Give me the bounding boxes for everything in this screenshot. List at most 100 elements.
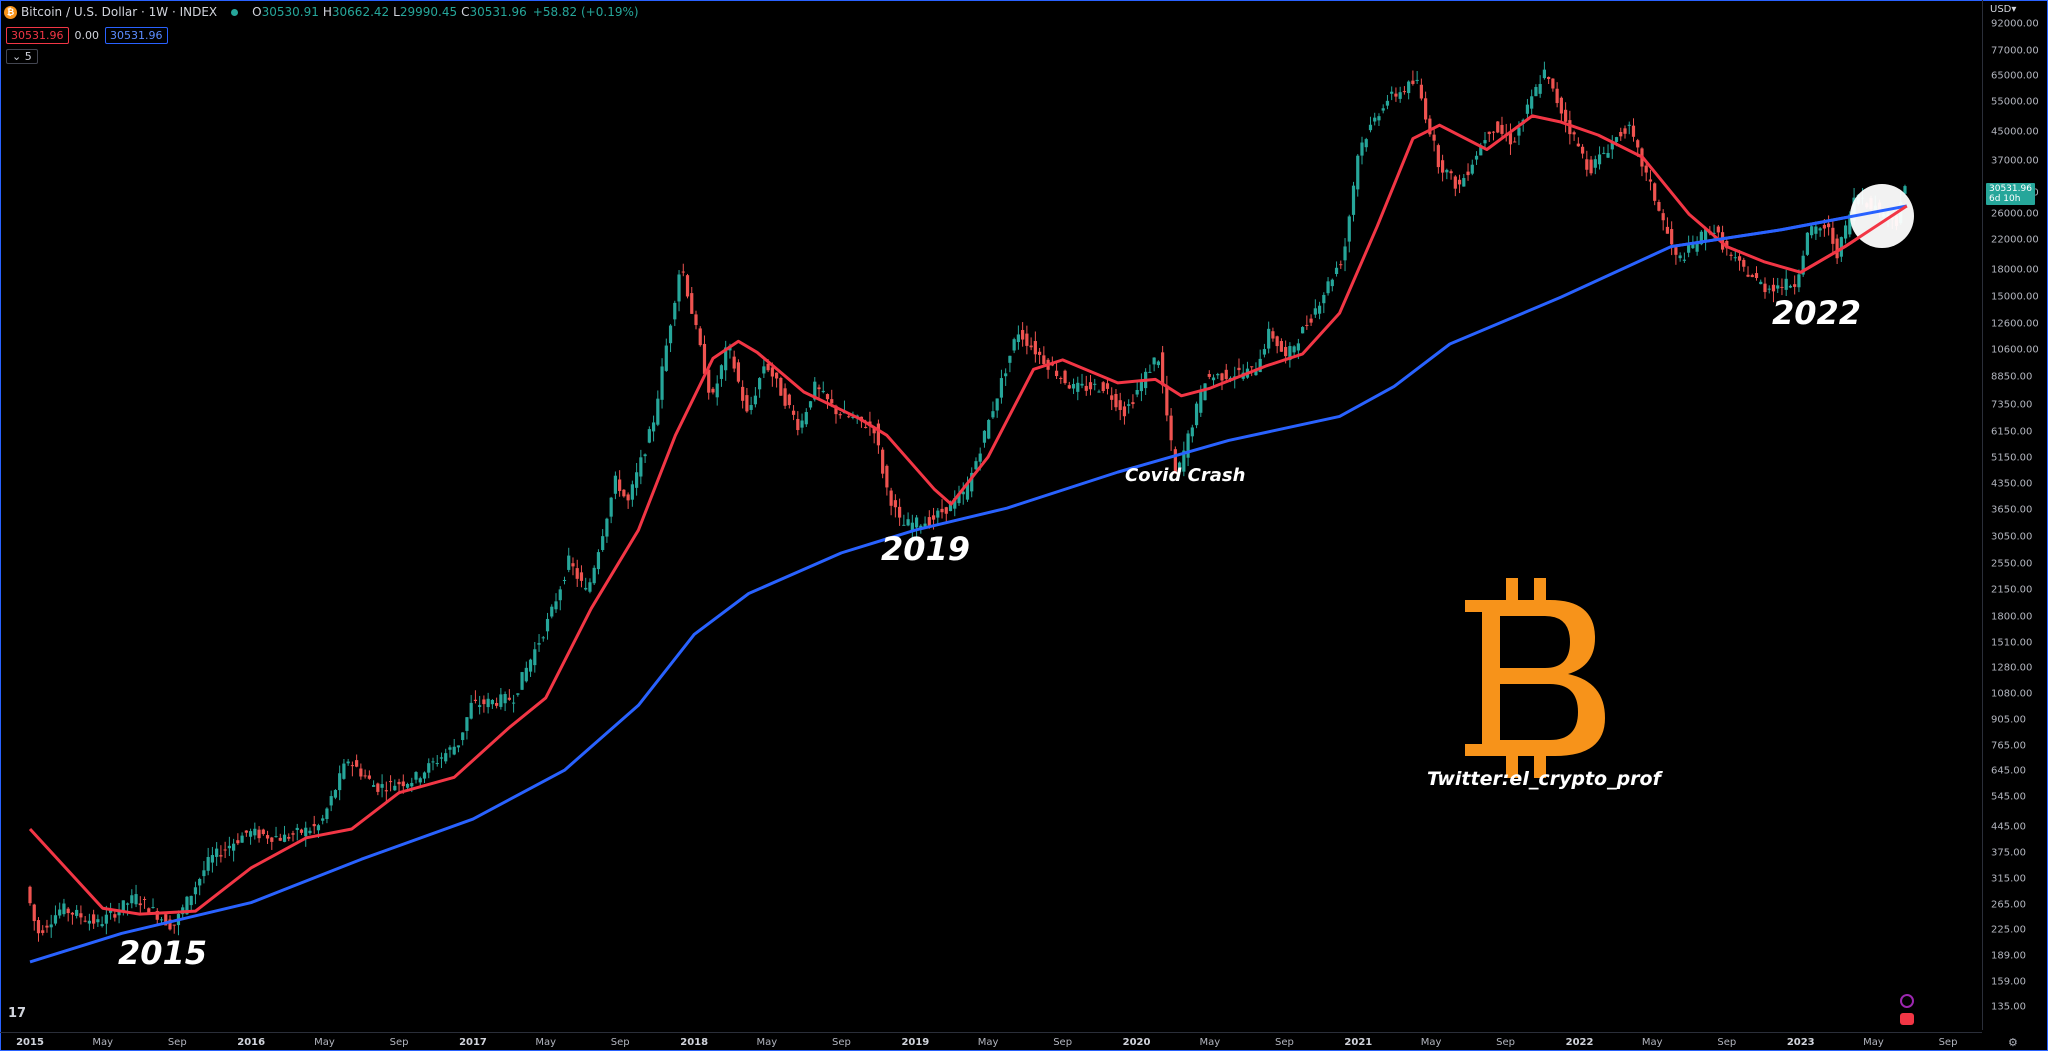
candle-body [1551, 78, 1555, 89]
candle-body [28, 886, 32, 904]
month-tick-label: May [977, 1037, 999, 1048]
symbol-title[interactable]: Bitcoin / U.S. Dollar · 1W · INDEX [21, 5, 218, 19]
candle-body [193, 887, 198, 895]
candle-body [1801, 255, 1805, 275]
candle-body [427, 763, 431, 773]
month-tick-label: Sep [167, 1037, 187, 1048]
candle-body [516, 693, 520, 695]
candle-body [185, 896, 189, 915]
indicator-count: 5 [24, 50, 32, 63]
candle-body [1559, 97, 1563, 114]
price-axis[interactable]: 92000.00 77000.00 65000.00 55000.00 45000.00… [1982, 0, 2047, 1030]
candle-body [1373, 117, 1377, 122]
candle-body [605, 518, 609, 537]
candle-body [1631, 125, 1636, 137]
candle-body [741, 386, 745, 401]
indicators-collapse-button[interactable]: ⌄ 5 [6, 49, 38, 64]
candle-body [236, 840, 240, 844]
candle-body [762, 366, 766, 374]
candle-body [1279, 341, 1283, 352]
candle-body [511, 702, 516, 704]
candle-body [1665, 226, 1670, 234]
candle-body [393, 785, 397, 791]
currency-selector[interactable]: USD▾ [1990, 4, 2016, 15]
candle-body [384, 790, 388, 792]
candle-body [232, 843, 236, 851]
candle-body [1436, 145, 1440, 168]
month-tick-label: May [92, 1037, 114, 1048]
candle-body [138, 903, 142, 906]
bitcoin-symbol-icon [1465, 578, 1605, 778]
price-tick-label: 5150.00 [1991, 452, 2033, 464]
candle-body [1343, 246, 1347, 261]
candle-body [456, 745, 461, 748]
year-tick-label: 2023 [1786, 1037, 1815, 1048]
candle-body [355, 760, 359, 767]
candle-body [1381, 108, 1385, 111]
candle-body [596, 552, 601, 570]
candle-body [1054, 370, 1059, 377]
candle-body [1822, 224, 1826, 229]
candle-body [618, 479, 622, 492]
annotation-2022: 2022 [1772, 294, 1862, 332]
candle-body [405, 783, 410, 788]
candle-body [1805, 232, 1810, 255]
candle-body [1848, 214, 1852, 235]
red-ma-value[interactable]: 30531.96 [6, 27, 69, 44]
candle-body [299, 829, 304, 833]
candle-body [783, 388, 787, 406]
candle-body [1767, 288, 1771, 290]
price-tick-label: 55000.00 [1991, 96, 2039, 107]
candle-body [639, 457, 643, 477]
price-tick-label: 65000.00 [1991, 70, 2039, 82]
candle-body [791, 410, 796, 415]
candle-body [100, 924, 104, 927]
candle-body [838, 414, 842, 416]
time-axis[interactable]: 2015 May Sep 2016 May Sep 2017 May Sep 2018 May Sep… [0, 1032, 1982, 1051]
ma-blue-line [29, 204, 1908, 964]
price-tick-label: 645.00 [1991, 765, 2026, 777]
candle-body [439, 757, 444, 759]
month-tick-label: May [314, 1037, 335, 1048]
candle-body [1398, 92, 1402, 99]
candle-body [75, 909, 79, 916]
ma-blue-line-overlay [1670, 204, 1908, 249]
candle-body [1466, 171, 1470, 176]
candle-body [821, 390, 825, 393]
month-tick-label: Sep [610, 1037, 630, 1048]
candle-body [1720, 232, 1725, 250]
candle-body [978, 453, 982, 462]
candle-body [1326, 281, 1330, 294]
candle-body [172, 924, 176, 926]
candle-body [414, 772, 418, 780]
candle-body [885, 465, 889, 488]
candle-body [961, 491, 965, 495]
candle-body [1127, 404, 1131, 406]
candle-body [1542, 69, 1547, 79]
candle-body [766, 363, 770, 371]
candle-body [558, 589, 562, 601]
lightning-icon[interactable] [1900, 994, 1914, 1008]
candle-body [1313, 308, 1317, 315]
candle-body [142, 898, 147, 900]
year-tick-label: 2016 [237, 1037, 266, 1048]
candle-body [864, 426, 868, 428]
candle-body [579, 572, 584, 581]
price-chart[interactable] [0, 0, 1982, 1031]
gear-icon[interactable]: ⚙ [2008, 1036, 2018, 1049]
candle-body [1703, 229, 1708, 241]
candle-body [1008, 355, 1012, 363]
tradingview-logo[interactable]: 17 [8, 1006, 27, 1021]
annotation-2015: 2015 [118, 934, 208, 972]
candle-body [32, 904, 36, 922]
candle-body [338, 773, 342, 791]
candle-body [388, 781, 393, 783]
candle-body [893, 500, 897, 508]
month-tick-label: Sep [1274, 1037, 1294, 1048]
candle-body [575, 568, 579, 579]
flag-icon[interactable] [1900, 1013, 1914, 1025]
blue-ma-value[interactable]: 30531.96 [105, 27, 168, 44]
candle-body [1496, 121, 1500, 133]
candle-body [1462, 178, 1466, 187]
candle-body [677, 274, 681, 302]
